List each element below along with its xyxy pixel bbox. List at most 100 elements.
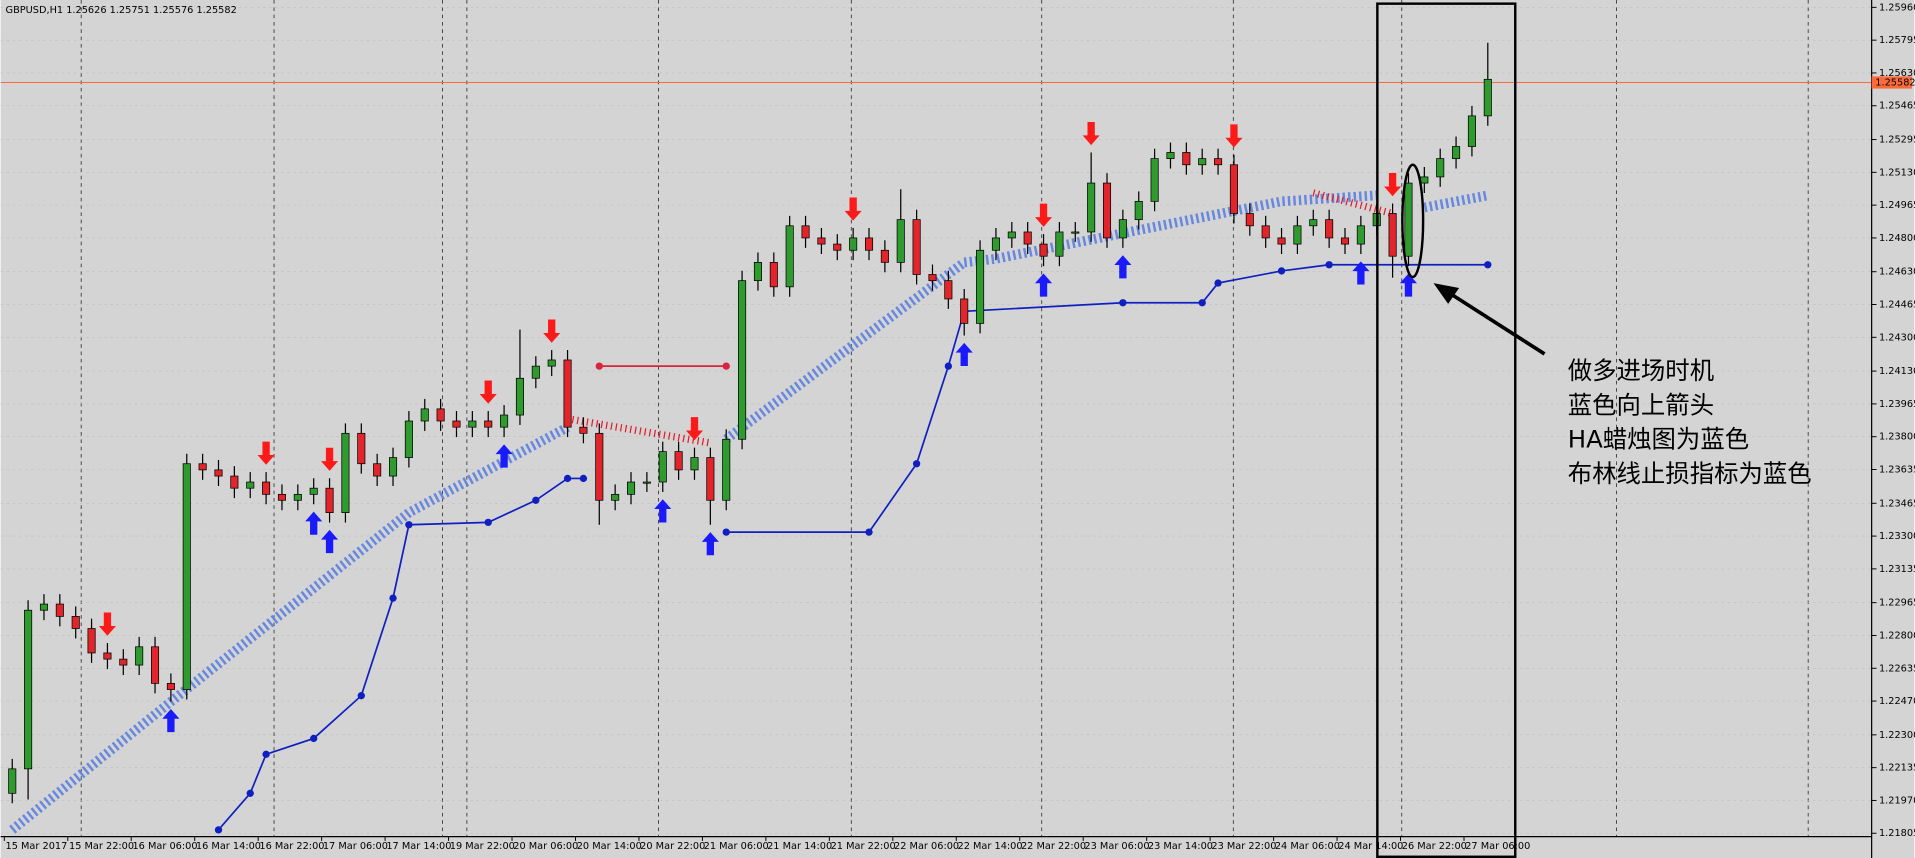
candle-body bbox=[1023, 231, 1032, 245]
indicator-dot bbox=[563, 474, 572, 483]
indicator-dot bbox=[246, 789, 254, 797]
x-tick-label: 22 Mar 14:00 bbox=[958, 841, 1023, 852]
candle-body bbox=[1436, 158, 1445, 178]
y-tick-label: 1.23965 bbox=[1879, 399, 1915, 410]
candle-body bbox=[1134, 200, 1143, 221]
candle-body bbox=[500, 414, 509, 428]
indicator-dot bbox=[405, 521, 413, 529]
buy-arrow bbox=[654, 499, 672, 523]
y-tick-label: 1.23135 bbox=[1879, 564, 1915, 575]
y-tick-label: 1.22300 bbox=[1879, 730, 1915, 741]
candle-body bbox=[151, 646, 160, 684]
candle-body bbox=[817, 237, 826, 245]
sell-arrow bbox=[321, 447, 339, 471]
x-tick-label: 21 Mar 14:00 bbox=[767, 841, 832, 852]
indicator-dot bbox=[310, 734, 318, 743]
x-tick-label: 27 Mar 06:00 bbox=[1465, 841, 1530, 852]
x-tick-label: 23 Mar 14:00 bbox=[1148, 841, 1213, 852]
y-tick-label: 1.24630 bbox=[1879, 267, 1915, 278]
candle-body bbox=[1039, 243, 1048, 257]
x-tick-label: 21 Mar 06:00 bbox=[704, 841, 769, 852]
y-tick-label: 1.22635 bbox=[1879, 663, 1915, 674]
sell-arrow bbox=[1225, 124, 1243, 148]
indicator-dot bbox=[357, 692, 365, 700]
candle-body bbox=[611, 493, 620, 501]
candle-body bbox=[468, 420, 477, 428]
x-tick-label: 22 Mar 06:00 bbox=[894, 841, 959, 852]
candle-body bbox=[1055, 231, 1064, 257]
sell-arrow bbox=[685, 417, 704, 441]
indicator-dot bbox=[484, 518, 492, 527]
y-tick-label: 1.25795 bbox=[1879, 35, 1915, 46]
sell-arrow bbox=[1384, 173, 1402, 197]
buy-arrow bbox=[162, 708, 180, 733]
y-tick-label: 1.24965 bbox=[1879, 200, 1915, 211]
candle-body bbox=[1404, 182, 1413, 257]
candle-body bbox=[563, 359, 572, 428]
buy-arrow bbox=[321, 529, 339, 554]
sell-arrow bbox=[257, 441, 275, 465]
candle-body bbox=[1166, 152, 1175, 159]
y-tick-label: 1.23300 bbox=[1879, 531, 1915, 542]
buy-arrow bbox=[955, 342, 973, 367]
buy-arrow bbox=[305, 511, 323, 535]
y-tick-label: 1.23635 bbox=[1879, 464, 1915, 475]
indicator-dot bbox=[722, 528, 730, 536]
y-tick-label: 1.21805 bbox=[1879, 828, 1915, 839]
candle-body bbox=[1198, 158, 1207, 166]
candle-body bbox=[674, 451, 683, 471]
indicator-dot bbox=[595, 362, 603, 370]
y-tick-label: 1.22965 bbox=[1879, 598, 1915, 609]
buy-arrow bbox=[1399, 273, 1418, 297]
candle-body bbox=[1118, 219, 1127, 239]
candle-body bbox=[785, 225, 794, 288]
candle-body bbox=[960, 298, 969, 324]
candle-body bbox=[547, 359, 556, 367]
indicator-dot bbox=[1484, 261, 1492, 269]
candle-body bbox=[420, 408, 429, 422]
x-tick-label: 24 Mar 06:00 bbox=[1275, 841, 1340, 852]
pointer-arrowhead bbox=[1433, 283, 1460, 304]
highlight-box bbox=[1376, 2, 1517, 858]
x-tick-label: 20 Mar 14:00 bbox=[577, 841, 642, 852]
x-tick-label: 21 Mar 22:00 bbox=[831, 841, 896, 852]
x-tick-label: 17 Mar 14:00 bbox=[386, 841, 451, 852]
x-tick-label: 26 Mar 22:00 bbox=[1402, 841, 1467, 852]
pointer-arrow bbox=[1452, 293, 1546, 356]
candle-body bbox=[87, 628, 96, 654]
candle-body bbox=[277, 493, 286, 501]
candle-body bbox=[912, 219, 921, 275]
highlight-ellipse bbox=[1401, 163, 1425, 279]
candle-body bbox=[103, 652, 112, 660]
candle-body bbox=[1007, 231, 1016, 239]
candle-body bbox=[1309, 219, 1318, 227]
sell-arrow bbox=[543, 319, 561, 343]
candle-body bbox=[1245, 213, 1254, 227]
x-tick-label: 15 Mar 22:00 bbox=[69, 841, 134, 852]
candle-body bbox=[1087, 182, 1096, 233]
indicator-dot bbox=[1119, 299, 1127, 307]
candle-body bbox=[1293, 225, 1302, 245]
candle-body bbox=[1483, 78, 1492, 117]
candle-body bbox=[325, 487, 334, 513]
candle-body bbox=[626, 481, 636, 495]
candle-body bbox=[214, 469, 223, 477]
candle-body bbox=[341, 432, 350, 513]
sell-arrow bbox=[1082, 121, 1100, 146]
buy-arrow bbox=[1352, 261, 1370, 285]
indicator-dot bbox=[532, 496, 540, 504]
candle-body bbox=[722, 438, 731, 501]
candle-body bbox=[39, 603, 48, 611]
candle-body bbox=[182, 463, 191, 690]
y-tick-label: 1.23800 bbox=[1879, 432, 1915, 443]
candle-body bbox=[658, 451, 667, 483]
candle-body bbox=[8, 768, 17, 794]
candle-body bbox=[1261, 225, 1270, 239]
sell-arrow bbox=[98, 612, 116, 636]
candles bbox=[8, 42, 1492, 804]
candle-body bbox=[896, 219, 905, 263]
candle-body bbox=[404, 420, 413, 458]
candle-body bbox=[801, 225, 810, 239]
candle-body bbox=[1388, 213, 1397, 257]
